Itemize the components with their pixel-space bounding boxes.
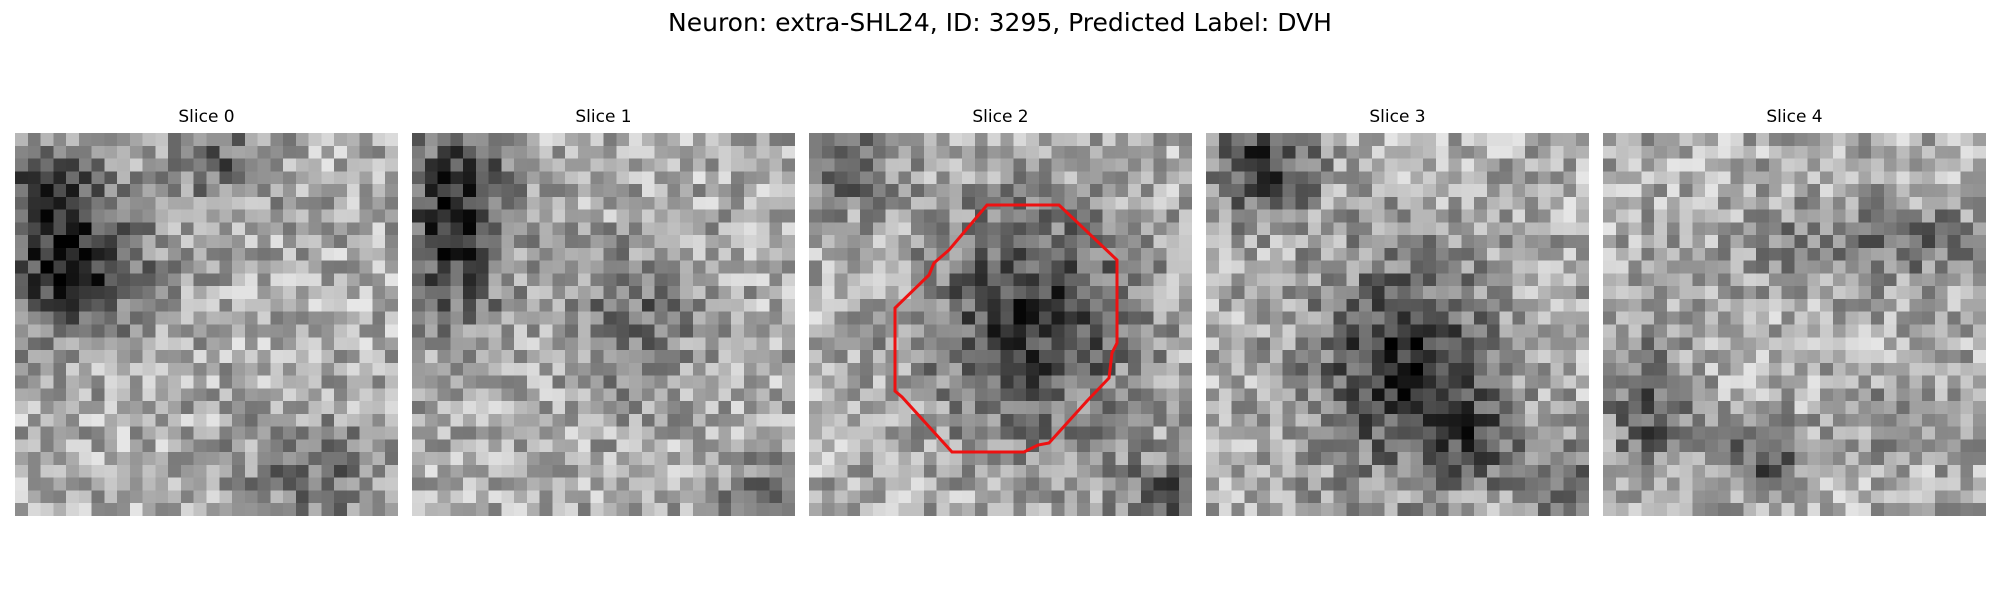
figure-title: Neuron: extra-SHL24, ID: 3295, Predicted… — [668, 8, 1332, 37]
slice-title: Slice 0 — [178, 107, 235, 127]
slice-title: Slice 1 — [575, 107, 632, 127]
slice-panel-4: Slice 4 — [1603, 106, 1986, 516]
slice-panel-1: Slice 1 — [412, 106, 795, 516]
slice-panel-2: Slice 2 — [809, 106, 1192, 516]
slice-panel-3: Slice 3 — [1206, 106, 1589, 516]
slice-image — [412, 133, 795, 516]
slice-image — [1206, 133, 1589, 516]
slice-image — [809, 133, 1192, 516]
slice-title: Slice 2 — [972, 107, 1029, 127]
slice-image — [15, 133, 398, 516]
slice-title: Slice 4 — [1766, 107, 1823, 127]
slice-image — [1603, 133, 1986, 516]
slice-panel-0: Slice 0 — [15, 106, 398, 516]
slice-title: Slice 3 — [1369, 107, 1426, 127]
